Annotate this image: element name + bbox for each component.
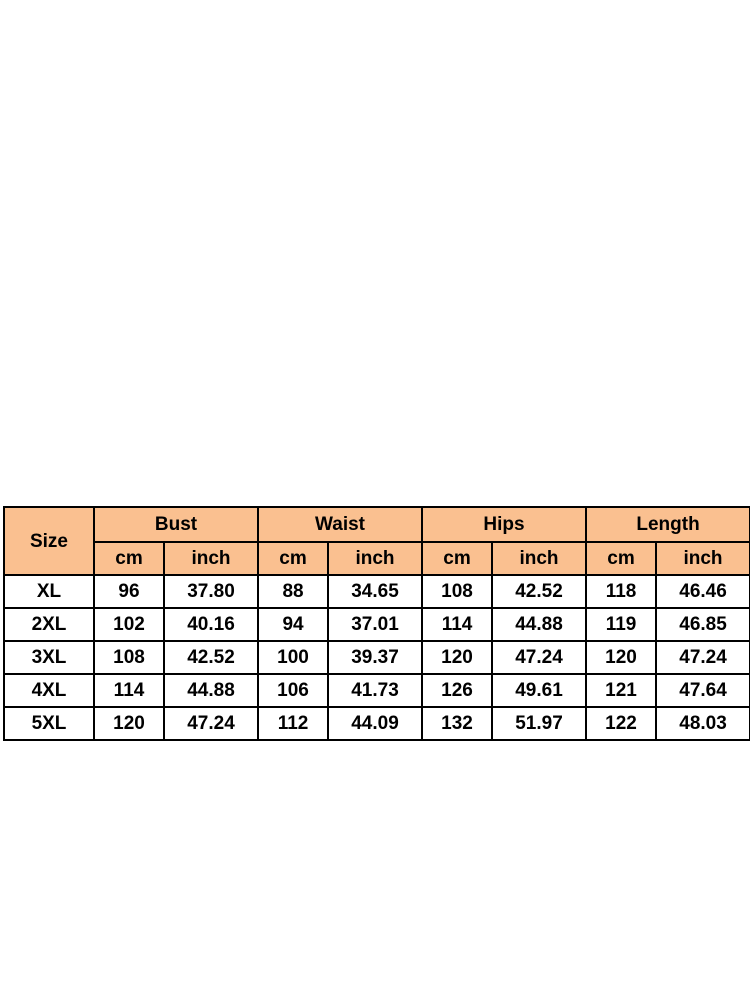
hips-cm-cell: 120	[422, 641, 492, 674]
bust-cm-cell: 102	[94, 608, 164, 641]
length-inch-cell: 48.03	[656, 707, 750, 740]
header-length: Length	[586, 507, 750, 542]
length-cm-cell: 119	[586, 608, 656, 641]
bust-inch-cell: 47.24	[164, 707, 258, 740]
waist-cm-cell: 88	[258, 575, 328, 608]
bust-inch-cell: 42.52	[164, 641, 258, 674]
length-inch-cell: 47.64	[656, 674, 750, 707]
page: Size Bust Waist Hips Length cm inch cm i…	[0, 0, 750, 1000]
length-cm-cell: 121	[586, 674, 656, 707]
waist-inch-cell: 41.73	[328, 674, 422, 707]
bust-inch-cell: 37.80	[164, 575, 258, 608]
hips-cm-cell: 126	[422, 674, 492, 707]
size-cell: 5XL	[4, 707, 94, 740]
hips-inch-cell: 49.61	[492, 674, 586, 707]
bust-inch-cell: 44.88	[164, 674, 258, 707]
waist-inch-cell: 34.65	[328, 575, 422, 608]
bust-cm-cell: 96	[94, 575, 164, 608]
table-row: XL9637.808834.6510842.5211846.46	[4, 575, 750, 608]
table-row: 4XL11444.8810641.7312649.6112147.64	[4, 674, 750, 707]
size-cell: 3XL	[4, 641, 94, 674]
waist-inch-cell: 37.01	[328, 608, 422, 641]
length-cm-cell: 118	[586, 575, 656, 608]
waist-inch-cell: 39.37	[328, 641, 422, 674]
header-bust-cm: cm	[94, 542, 164, 575]
bust-cm-cell: 120	[94, 707, 164, 740]
table-row: 2XL10240.169437.0111444.8811946.85	[4, 608, 750, 641]
header-hips-cm: cm	[422, 542, 492, 575]
waist-cm-cell: 112	[258, 707, 328, 740]
length-cm-cell: 120	[586, 641, 656, 674]
length-inch-cell: 47.24	[656, 641, 750, 674]
waist-cm-cell: 106	[258, 674, 328, 707]
bust-cm-cell: 108	[94, 641, 164, 674]
table-body: XL9637.808834.6510842.5211846.462XL10240…	[4, 575, 750, 740]
size-cell: 2XL	[4, 608, 94, 641]
waist-inch-cell: 44.09	[328, 707, 422, 740]
header-row-units: cm inch cm inch cm inch cm inch	[4, 542, 750, 575]
size-chart-container: Size Bust Waist Hips Length cm inch cm i…	[3, 506, 747, 741]
header-length-inch: inch	[656, 542, 750, 575]
size-cell: XL	[4, 575, 94, 608]
header-waist-cm: cm	[258, 542, 328, 575]
header-hips-inch: inch	[492, 542, 586, 575]
header-row-top: Size Bust Waist Hips Length	[4, 507, 750, 542]
length-inch-cell: 46.85	[656, 608, 750, 641]
length-inch-cell: 46.46	[656, 575, 750, 608]
header-hips: Hips	[422, 507, 586, 542]
header-length-cm: cm	[586, 542, 656, 575]
waist-cm-cell: 100	[258, 641, 328, 674]
bust-cm-cell: 114	[94, 674, 164, 707]
bust-inch-cell: 40.16	[164, 608, 258, 641]
hips-cm-cell: 114	[422, 608, 492, 641]
header-waist-inch: inch	[328, 542, 422, 575]
header-bust-inch: inch	[164, 542, 258, 575]
header-waist: Waist	[258, 507, 422, 542]
waist-cm-cell: 94	[258, 608, 328, 641]
hips-inch-cell: 44.88	[492, 608, 586, 641]
table-row: 5XL12047.2411244.0913251.9712248.03	[4, 707, 750, 740]
hips-cm-cell: 108	[422, 575, 492, 608]
size-cell: 4XL	[4, 674, 94, 707]
table-header: Size Bust Waist Hips Length cm inch cm i…	[4, 507, 750, 575]
hips-inch-cell: 47.24	[492, 641, 586, 674]
hips-inch-cell: 51.97	[492, 707, 586, 740]
length-cm-cell: 122	[586, 707, 656, 740]
table-row: 3XL10842.5210039.3712047.2412047.24	[4, 641, 750, 674]
hips-inch-cell: 42.52	[492, 575, 586, 608]
hips-cm-cell: 132	[422, 707, 492, 740]
header-bust: Bust	[94, 507, 258, 542]
header-size: Size	[4, 507, 94, 575]
size-chart-table: Size Bust Waist Hips Length cm inch cm i…	[3, 506, 750, 741]
